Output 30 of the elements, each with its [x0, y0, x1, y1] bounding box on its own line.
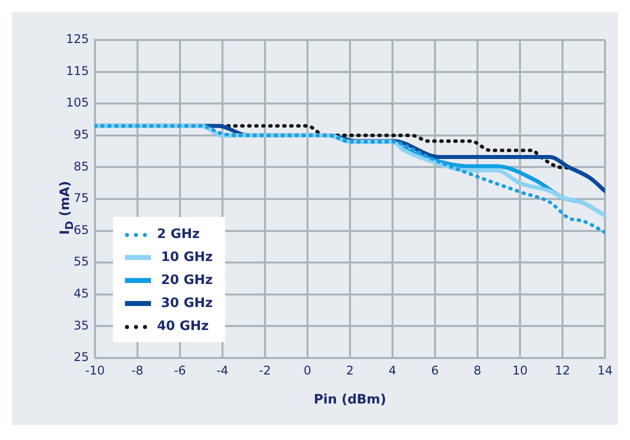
x-tick-label: 2	[346, 363, 354, 378]
y-tick-label: 25	[74, 350, 89, 364]
y-tick-label: 115	[66, 64, 89, 78]
x-tick-label: 6	[431, 363, 439, 378]
x-tick-label: -6	[174, 363, 186, 378]
legend-label: 30 GHz	[161, 296, 213, 311]
y-tick-label: 85	[74, 159, 89, 174]
x-axis-title: Pin (dBm)	[314, 392, 386, 408]
y-tick-label: 75	[74, 191, 89, 206]
legend-label: 20 GHz	[161, 273, 213, 288]
y-tick-label: 45	[74, 286, 89, 301]
y-tick-label: 55	[74, 254, 89, 269]
legend-label: 2 GHz	[157, 227, 200, 242]
x-tick-label: 8	[474, 363, 482, 378]
y-tick-label: 65	[74, 222, 89, 237]
x-tick-label: -2	[258, 363, 271, 378]
x-tick-label: 14	[597, 363, 613, 378]
x-tick-label: -10	[85, 363, 105, 378]
y-tick-label: 95	[74, 128, 89, 142]
legend-label: 40 GHz	[157, 319, 209, 334]
x-tick-label: -4	[216, 363, 228, 378]
y-tick-label: 35	[74, 318, 89, 332]
y-tick-label: 105	[66, 96, 89, 110]
x-tick-label: 10	[512, 363, 528, 378]
x-tick-label: -8	[131, 363, 144, 378]
legend-label: 10 GHz	[161, 250, 213, 265]
x-tick-label: 4	[388, 363, 396, 378]
x-tick-label: 12	[554, 363, 570, 378]
x-tick-label: 0	[304, 363, 312, 378]
y-tick-label: 125	[66, 32, 89, 46]
